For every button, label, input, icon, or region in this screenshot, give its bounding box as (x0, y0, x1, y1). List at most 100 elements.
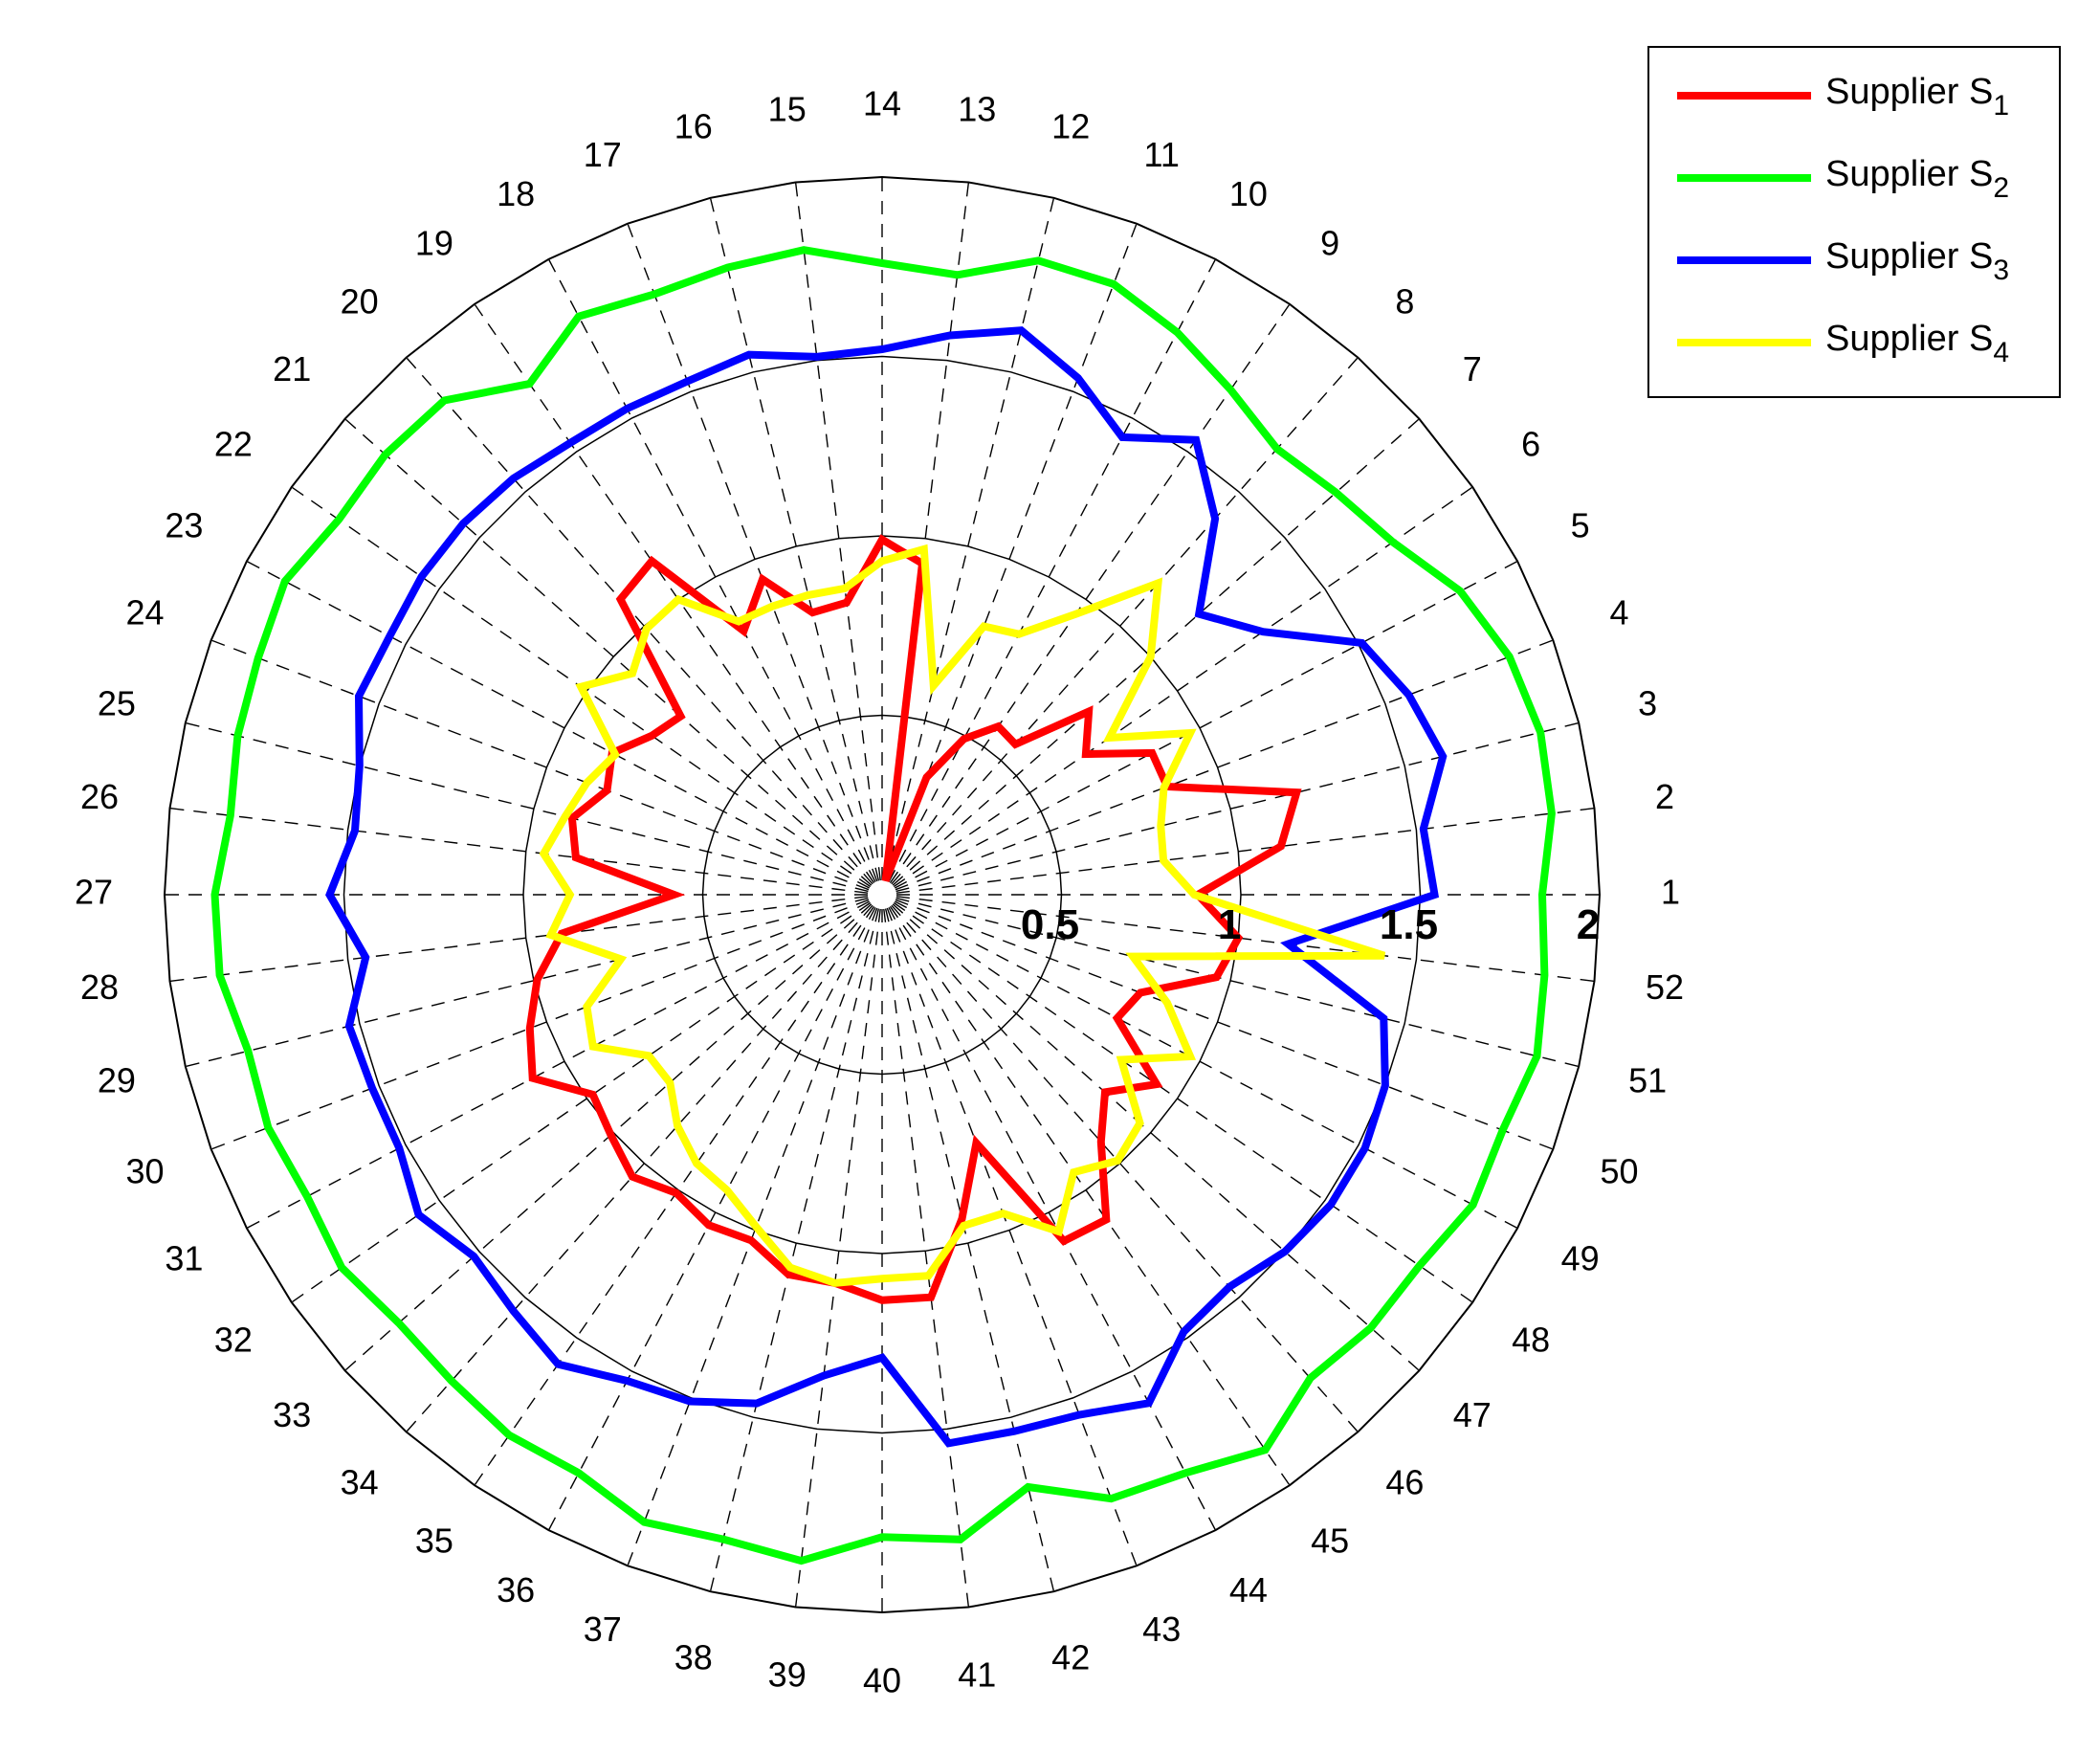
grid-spoke (547, 258, 876, 883)
category-label: 16 (674, 106, 713, 145)
grid-spoke (892, 903, 1420, 1371)
grid-spoke (895, 807, 1595, 894)
category-label: 28 (80, 967, 119, 1007)
category-labels: 1234567891011121314151617181920212223242… (75, 84, 1684, 1700)
grid-spoke (474, 303, 875, 884)
series-line-4 (539, 544, 1386, 1287)
radial-tick-label: 1.5 (1380, 901, 1438, 948)
grid-spoke (794, 908, 881, 1608)
grid-spoke (893, 901, 1473, 1303)
grid-spoke (709, 908, 880, 1592)
grid-spoke (893, 486, 1473, 888)
grid-spoke (169, 807, 869, 894)
category-label: 23 (165, 506, 203, 545)
category-label: 49 (1561, 1238, 1600, 1277)
series-lines (210, 246, 1556, 1565)
radial-tick-labels: 0.5 1 1.5 2 (1021, 901, 1600, 948)
radial-spokes (165, 177, 1600, 1612)
grid-ring (701, 714, 1063, 1076)
category-label: 9 (1320, 223, 1339, 262)
category-label: 36 (497, 1570, 535, 1610)
grid-spoke (210, 639, 870, 891)
category-label: 11 (1144, 135, 1180, 174)
category-label: 4 (1609, 592, 1628, 632)
category-label: 44 (1229, 1570, 1268, 1610)
grid-spoke (895, 897, 1580, 1068)
grid-spoke (884, 197, 1055, 881)
series-line-1 (525, 534, 1302, 1304)
grid-ring (343, 355, 1422, 1434)
grid-spoke (709, 197, 880, 881)
grid-spoke (889, 303, 1291, 884)
grid-spoke (888, 906, 1217, 1531)
category-label: 27 (75, 873, 113, 912)
grid-spoke (291, 901, 872, 1303)
grid-spoke (794, 182, 881, 881)
category-label: 17 (584, 135, 622, 174)
category-label: 19 (415, 223, 453, 262)
category-label: 52 (1646, 967, 1684, 1007)
grid-spoke (895, 899, 1554, 1150)
category-label: 40 (863, 1661, 901, 1700)
grid-spoke (185, 897, 869, 1068)
grid-spoke (891, 357, 1359, 885)
category-label: 25 (98, 683, 136, 722)
grid-spoke (891, 904, 1359, 1432)
category-label: 7 (1463, 349, 1482, 389)
category-label: 24 (125, 592, 164, 632)
grid-spoke (884, 908, 1055, 1592)
grid-spoke (169, 896, 869, 983)
radial-tick-label: 1 (1218, 901, 1241, 948)
category-label: 31 (165, 1238, 203, 1277)
category-label: 33 (273, 1395, 311, 1434)
grid-spoke (210, 899, 870, 1150)
category-label: 29 (98, 1061, 136, 1100)
radial-tick-label: 0.5 (1021, 901, 1079, 948)
category-label: 51 (1628, 1061, 1667, 1100)
grid-spoke (892, 418, 1420, 886)
grid-spoke (627, 223, 878, 882)
category-label: 20 (341, 282, 379, 322)
grid-spoke (888, 258, 1217, 883)
category-label: 34 (341, 1462, 379, 1501)
category-label: 42 (1051, 1638, 1090, 1677)
grid-spoke (185, 722, 869, 893)
grid-spoke (246, 900, 871, 1230)
grid-spoke (547, 906, 876, 1531)
category-label: 39 (768, 1655, 807, 1695)
category-label: 50 (1600, 1152, 1638, 1191)
series-line-2 (210, 246, 1556, 1565)
category-label: 3 (1638, 683, 1657, 722)
category-label: 13 (958, 90, 996, 129)
category-label: 41 (958, 1655, 996, 1695)
category-label: 12 (1051, 106, 1090, 145)
grid-ring (163, 175, 1602, 1614)
category-label: 47 (1453, 1395, 1492, 1434)
category-label: 6 (1521, 424, 1540, 463)
category-label: 18 (497, 174, 535, 213)
category-label: 5 (1571, 506, 1590, 545)
category-label: 43 (1142, 1610, 1181, 1649)
grid-spoke (895, 896, 1595, 983)
grid-spoke (246, 560, 871, 889)
category-label: 10 (1229, 174, 1268, 213)
grid-spoke (895, 639, 1554, 891)
category-label: 21 (273, 349, 311, 389)
category-label: 1 (1661, 873, 1680, 912)
category-label: 45 (1311, 1521, 1349, 1561)
category-label: 26 (80, 777, 119, 816)
grid-spoke (889, 905, 1291, 1486)
grid-spoke (886, 907, 1138, 1566)
category-label: 8 (1395, 282, 1414, 322)
grid-spoke (883, 908, 970, 1608)
grid-spoke (895, 722, 1580, 893)
category-label: 22 (214, 424, 253, 463)
grid-spoke (344, 418, 873, 886)
category-label: 46 (1385, 1462, 1424, 1501)
radial-tick-label: 2 (1577, 901, 1600, 948)
category-label: 32 (214, 1321, 253, 1360)
category-label: 15 (768, 90, 807, 129)
grid-spoke (406, 357, 873, 885)
category-label: 14 (863, 84, 901, 123)
